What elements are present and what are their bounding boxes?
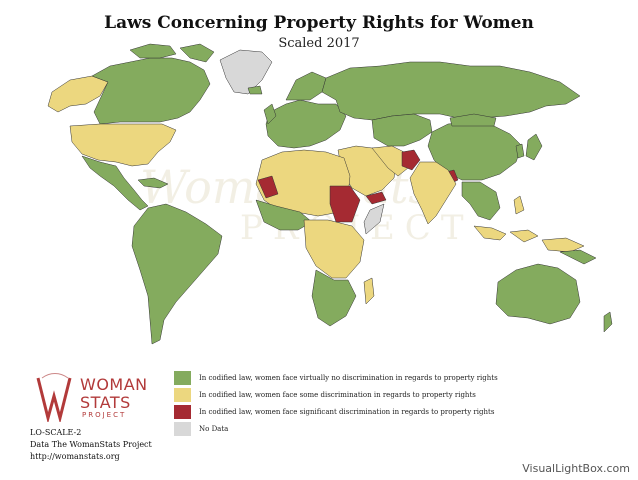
legend-swatch <box>174 388 191 402</box>
legend-label: In codified law, women face some discrim… <box>199 391 476 399</box>
map-subtitle: Scaled 2017 <box>278 36 360 51</box>
logo-line1: WOMAN <box>80 375 148 394</box>
region-mongolia <box>449 113 497 127</box>
logo-line3: PROJECT <box>82 411 127 419</box>
region-southeast-asia <box>461 181 501 221</box>
world-map <box>47 43 613 345</box>
region-greenland <box>219 49 273 95</box>
legend-swatch <box>174 422 191 436</box>
region-afghanistan <box>401 149 421 171</box>
region-scandinavia <box>285 71 327 101</box>
region-philippines <box>513 195 525 215</box>
footer-watermark: VisualLightBox.com <box>522 462 630 475</box>
region-europe <box>265 99 347 149</box>
data-source: Data The WomanStats Project <box>30 440 152 449</box>
logo-line2: STATS <box>80 393 131 412</box>
region-russia <box>321 61 581 121</box>
legend-item-some-discrimination: In codified law, women face some discrim… <box>174 387 498 403</box>
map-title: Laws Concerning Property Rights for Wome… <box>104 13 534 33</box>
region-central-asia <box>371 113 433 147</box>
region-australia <box>495 263 581 325</box>
region-somalia <box>363 203 385 235</box>
region-alaska <box>47 75 109 113</box>
source-url[interactable]: http://womanstats.org <box>30 452 120 461</box>
region-korea <box>515 143 525 159</box>
region-japan <box>525 133 543 161</box>
region-canada <box>91 57 211 125</box>
region-southern-africa <box>311 269 357 327</box>
legend-swatch <box>174 371 191 385</box>
region-indonesia <box>473 225 585 253</box>
region-new-zealand <box>603 311 613 333</box>
region-mauritania <box>257 175 279 199</box>
legend-item-no-discrimination: In codified law, women face virtually no… <box>174 370 498 386</box>
region-madagascar <box>363 277 375 305</box>
region-india <box>409 161 457 225</box>
region-uk <box>263 103 277 125</box>
map-code: LO-SCALE-2 <box>30 428 82 437</box>
region-central-africa <box>303 219 365 279</box>
region-new-guinea <box>559 249 597 265</box>
legend-item-significant-discrimination: In codified law, women face significant … <box>174 404 498 420</box>
legend-label: In codified law, women face significant … <box>199 408 495 416</box>
legend-item-no-data: No Data <box>174 421 498 437</box>
region-iceland <box>247 85 263 95</box>
map-legend: In codified law, women face virtually no… <box>174 370 498 438</box>
legend-swatch <box>174 405 191 419</box>
region-south-america <box>131 203 223 345</box>
womanstats-logo-icon <box>36 373 72 422</box>
region-caribbean <box>137 177 169 189</box>
region-sudan <box>329 185 361 223</box>
region-yemen <box>365 191 387 205</box>
legend-label: No Data <box>199 425 229 433</box>
region-mexico <box>81 155 149 211</box>
region-canada-islands <box>129 43 215 63</box>
region-usa <box>69 123 177 167</box>
legend-label: In codified law, women face virtually no… <box>199 374 498 382</box>
